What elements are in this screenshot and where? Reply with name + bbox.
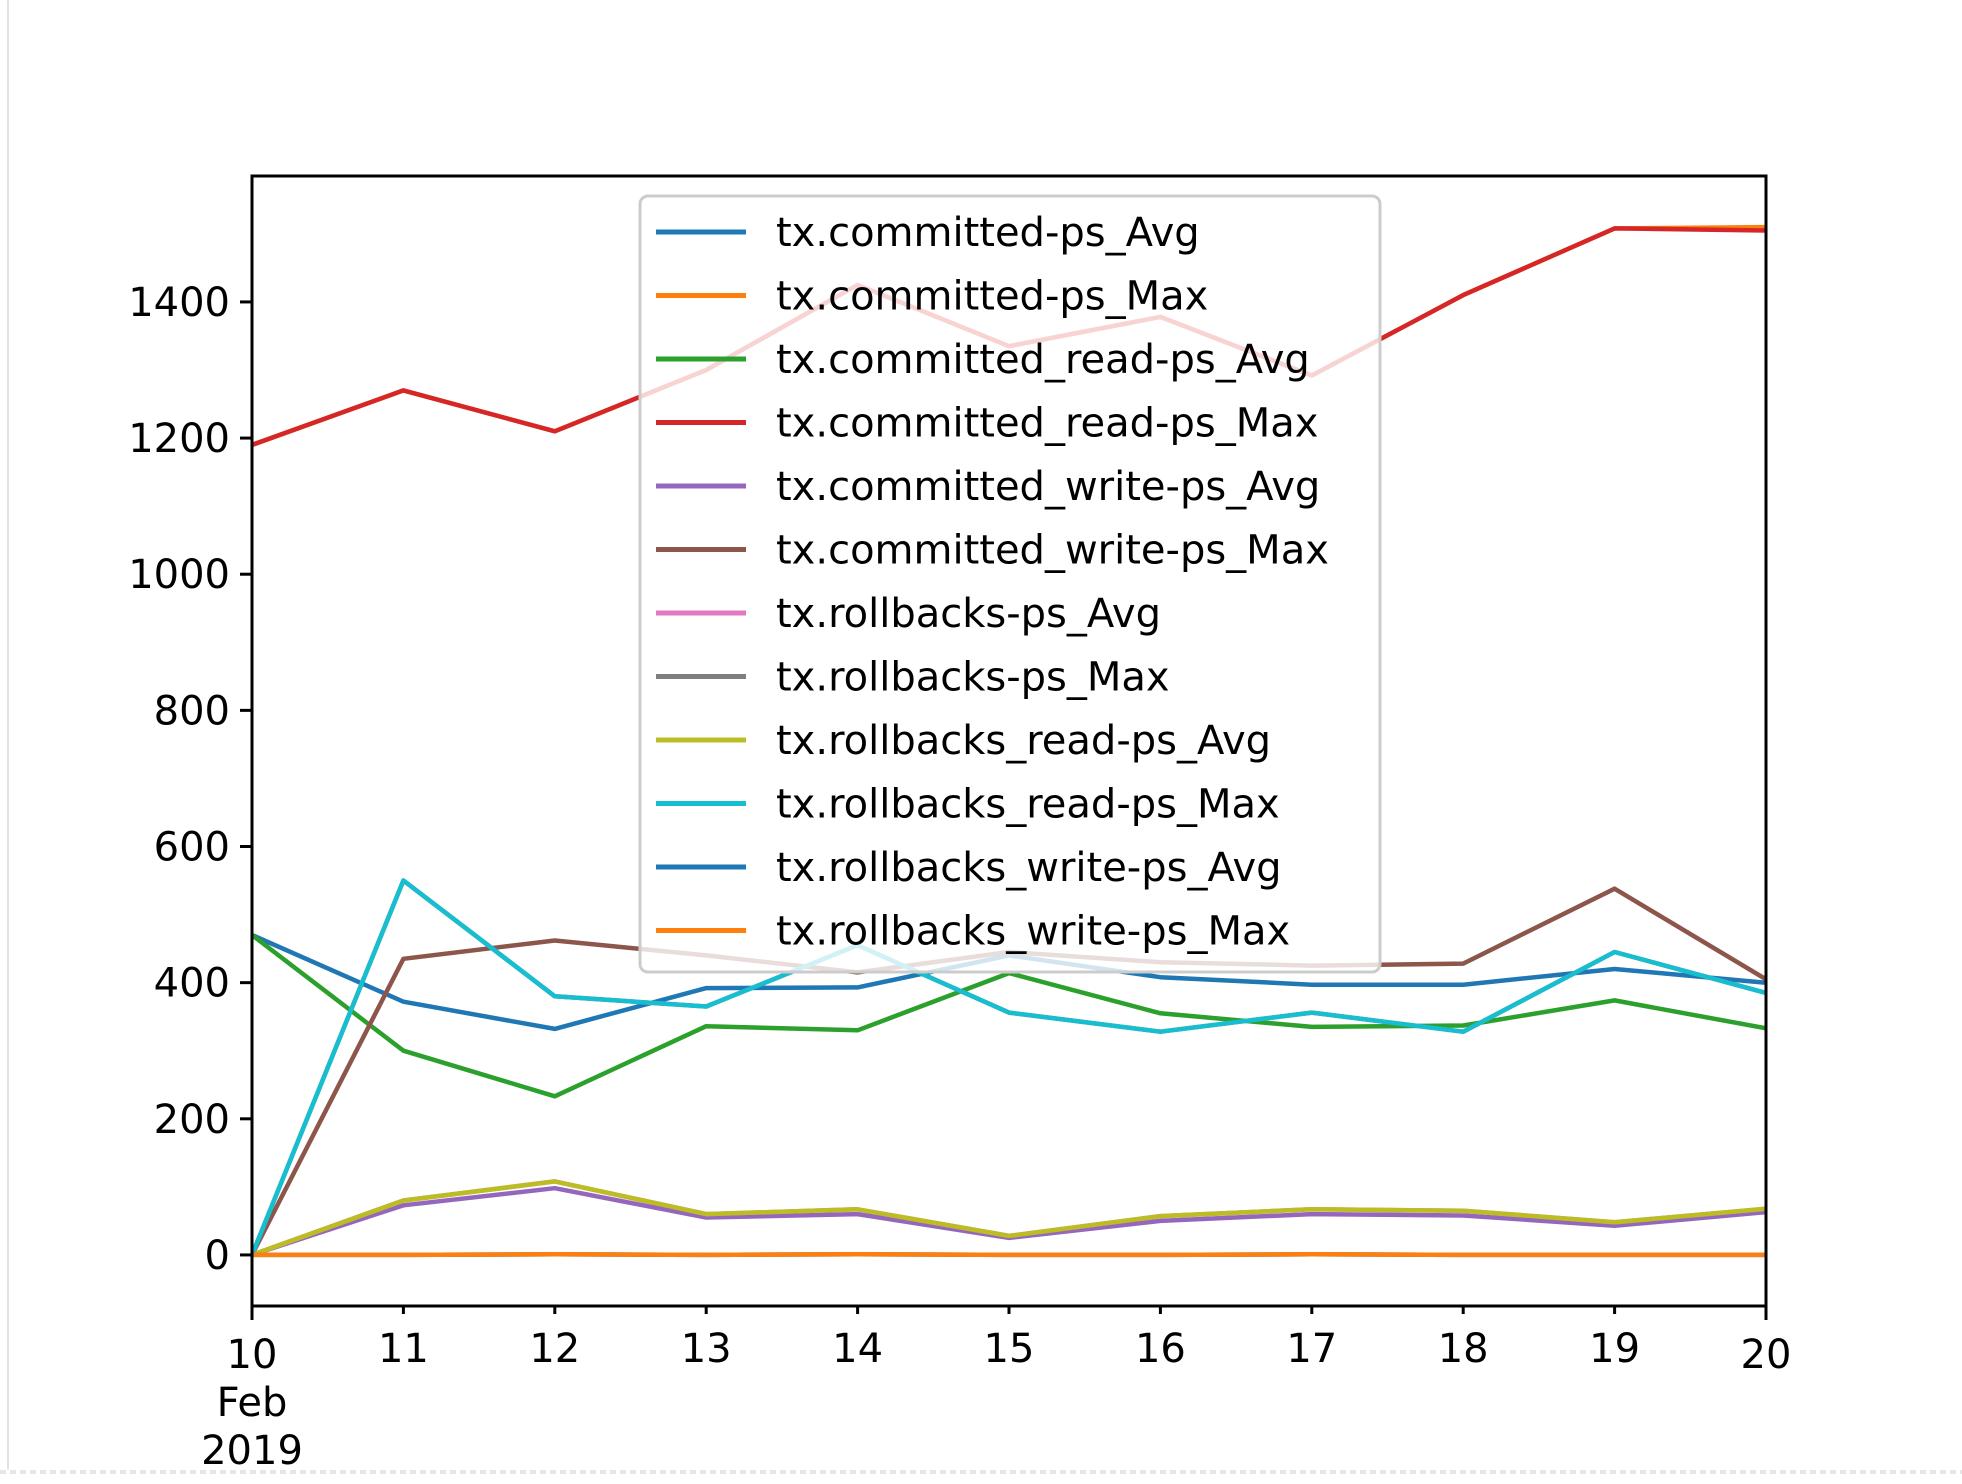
legend-label: tx.committed_write-ps_Max bbox=[776, 528, 1329, 574]
series-line-tx.rollbacks_write-ps_Max bbox=[252, 1252, 1766, 1258]
legend-label: tx.rollbacks_read-ps_Avg bbox=[776, 718, 1271, 764]
series-line-tx.rollbacks_read-ps_Max bbox=[252, 878, 1766, 1256]
legend: tx.committed-ps_Avg tx.committed-ps_Maxtx… bbox=[638, 194, 1382, 974]
legend-label: tx.rollbacks_write-ps_Max bbox=[776, 909, 1290, 955]
x-tick-label: 10 Feb 2019 bbox=[201, 1332, 303, 1474]
x-tick-label: 12 bbox=[529, 1326, 580, 1372]
y-tick-label: 400 bbox=[154, 961, 230, 1007]
legend-label: tx.committed_read-ps_Avg bbox=[776, 337, 1310, 383]
y-tick-label: 600 bbox=[154, 825, 230, 871]
x-tick-label: 11 bbox=[378, 1326, 429, 1372]
x-tick-label: 17 bbox=[1286, 1326, 1337, 1372]
legend-label: tx.committed-ps_Avg bbox=[776, 210, 1200, 256]
legend-label: tx.rollbacks-ps_Avg bbox=[776, 591, 1161, 637]
legend-label: tx.committed-ps_Max bbox=[776, 274, 1208, 320]
x-tick-label: 20 bbox=[1741, 1332, 1792, 1378]
axes-layer: 0 200 400 600 800 1000 1200 1400 10 Feb 2019 11 12 13… bbox=[128, 174, 1792, 1474]
x-tick-label: 16 bbox=[1135, 1326, 1186, 1372]
x-tick-label: 14 bbox=[832, 1326, 883, 1372]
y-tick-label: 1000 bbox=[128, 552, 230, 598]
y-tick-label: 200 bbox=[154, 1097, 230, 1143]
y-tick-label: 1400 bbox=[128, 280, 230, 326]
x-tick-label: 13 bbox=[681, 1326, 732, 1372]
legend-label: tx.rollbacks-ps_Max bbox=[776, 655, 1170, 701]
legend-label: tx.rollbacks_read-ps_Max bbox=[776, 782, 1280, 828]
legend-label: tx.committed_read-ps_Max bbox=[776, 401, 1318, 447]
y-tick-label: 0 bbox=[205, 1233, 230, 1279]
x-tick-label: 15 bbox=[984, 1326, 1035, 1372]
x-tick-label: 19 bbox=[1589, 1326, 1640, 1372]
y-tick-label: 800 bbox=[154, 688, 230, 734]
legend-label: tx.rollbacks_write-ps_Avg bbox=[776, 845, 1282, 891]
y-tick-label: 1200 bbox=[128, 416, 230, 462]
x-tick-label: 18 bbox=[1438, 1326, 1489, 1372]
series-line-tx.rollbacks_read-ps_Avg bbox=[252, 1179, 1766, 1258]
legend-label: tx.committed_write-ps_Avg bbox=[776, 464, 1320, 510]
legend-box bbox=[638, 194, 1382, 974]
